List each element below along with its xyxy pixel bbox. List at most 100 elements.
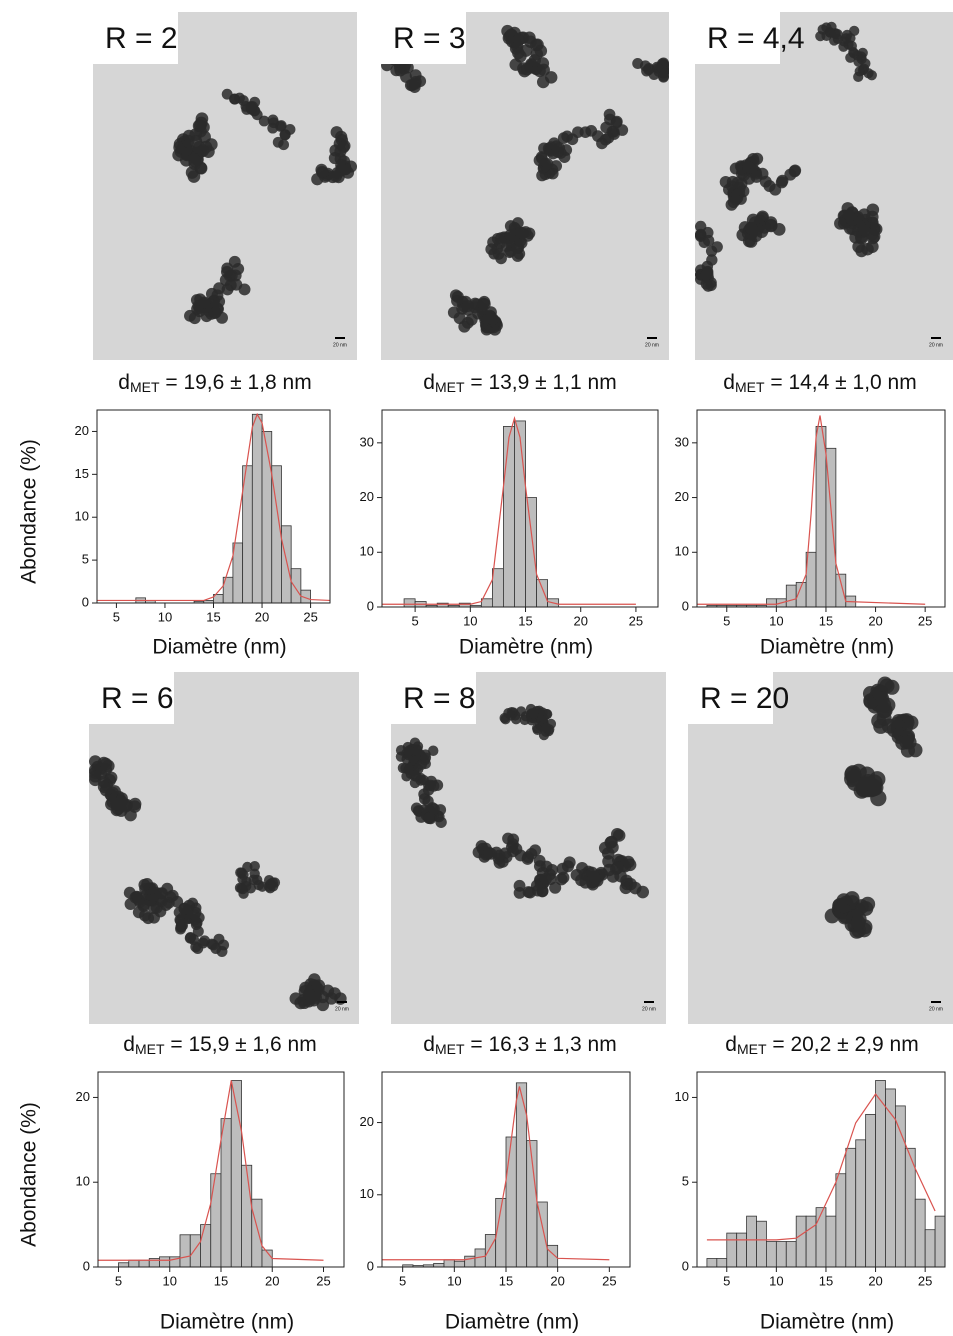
bar (835, 573, 847, 608)
particle (549, 881, 562, 894)
particle (632, 58, 644, 69)
bar (716, 1258, 728, 1268)
bar (220, 1118, 232, 1268)
fit-curve (697, 415, 926, 605)
bar (179, 1234, 191, 1268)
y-axis-label: Abondance (%) (18, 1102, 41, 1247)
particle (187, 170, 201, 183)
caption-subscript: MET (435, 1041, 465, 1057)
particle (745, 221, 758, 235)
scale-bar-label: 20 nm (642, 1006, 656, 1012)
caption-symbol: d (123, 1033, 135, 1056)
particle (522, 886, 535, 898)
x-tick-label: 10 (163, 1273, 177, 1288)
particle (279, 129, 291, 141)
y-tick-label: 20 (76, 1089, 90, 1104)
bar (914, 1198, 926, 1268)
fit-curve (382, 416, 636, 605)
panel-label: R = 6 (101, 682, 174, 715)
particle (705, 245, 718, 257)
bar (885, 1088, 896, 1268)
bar (845, 1147, 857, 1268)
particle (427, 745, 439, 756)
particle (191, 917, 203, 929)
x-tick-label: 15 (499, 1273, 513, 1288)
particle (409, 69, 422, 82)
particle (842, 209, 856, 223)
bar (159, 1256, 171, 1268)
caption-subscript: MET (735, 379, 765, 395)
x-tick-label: 15 (819, 613, 833, 628)
bar (736, 1232, 747, 1268)
particle (561, 860, 575, 873)
particle (557, 871, 570, 884)
bar (433, 1262, 445, 1268)
label-box (381, 12, 466, 64)
particle (751, 152, 764, 165)
bar (865, 1113, 876, 1268)
y-tick-label: 20 (360, 1114, 374, 1129)
panel-label: R = 8 (403, 682, 476, 715)
particle (544, 724, 555, 735)
particle (727, 195, 740, 208)
caption-text: = 15,9 ± 1,6 nm (165, 1033, 317, 1056)
y-tick-label: 0 (682, 598, 689, 613)
label-box (688, 672, 773, 724)
bar (242, 465, 253, 604)
particle (258, 115, 270, 127)
x-tick-label: 5 (723, 1273, 730, 1288)
x-tick-label: 20 (868, 1273, 882, 1288)
caption-subscript: MET (135, 1041, 165, 1057)
x-tick-label: 10 (447, 1273, 461, 1288)
scale-bar-label: 20 nm (929, 342, 943, 348)
bar (189, 1234, 201, 1268)
caption-subscript: MET (130, 379, 160, 395)
particle (234, 92, 245, 104)
label-box (695, 12, 780, 64)
particle (198, 296, 211, 309)
particle (275, 121, 287, 132)
bar (795, 1215, 807, 1268)
x-tick-label: 20 (550, 1273, 564, 1288)
tem-image (391, 672, 666, 1024)
caption-text: = 20,2 ± 2,9 nm (767, 1033, 919, 1056)
bar (875, 1080, 886, 1268)
tem-image (89, 672, 359, 1024)
particle (546, 167, 559, 180)
bar (118, 1262, 130, 1268)
x-axis-label: Diamètre (nm) (760, 636, 894, 659)
x-axis-label: Diamètre (nm) (160, 1311, 294, 1334)
caption-symbol: d (723, 371, 735, 394)
y-tick-label: 0 (367, 1258, 374, 1273)
particle (238, 283, 251, 296)
caption-subscript: MET (435, 379, 465, 395)
caption-text: = 19,6 ± 1,8 nm (160, 371, 312, 394)
y-tick-label: 10 (360, 544, 374, 559)
bar (484, 1234, 497, 1268)
bar (200, 1224, 212, 1268)
bar (924, 1229, 936, 1268)
particle (182, 129, 196, 143)
y-axis-label: Abondance (%) (18, 439, 41, 584)
bar (775, 1241, 787, 1268)
caption-subscript: MET (737, 1041, 767, 1057)
scale-bar-label: 20 nm (333, 342, 347, 348)
bar (251, 1198, 263, 1268)
bar (726, 1232, 738, 1268)
bar (443, 1259, 455, 1268)
bar (251, 413, 263, 604)
y-tick-label: 0 (367, 598, 374, 613)
particle (834, 217, 847, 230)
particle (844, 766, 861, 783)
y-tick-label: 10 (675, 544, 689, 559)
bar (706, 1258, 718, 1268)
x-tick-label: 15 (518, 613, 532, 628)
x-tick-label: 15 (206, 609, 220, 624)
particle (702, 234, 715, 247)
particle (269, 877, 281, 888)
caption-symbol: d (423, 371, 435, 394)
bar (746, 1215, 757, 1268)
bar (505, 1136, 517, 1268)
particle (550, 140, 563, 152)
bar (241, 1164, 253, 1268)
